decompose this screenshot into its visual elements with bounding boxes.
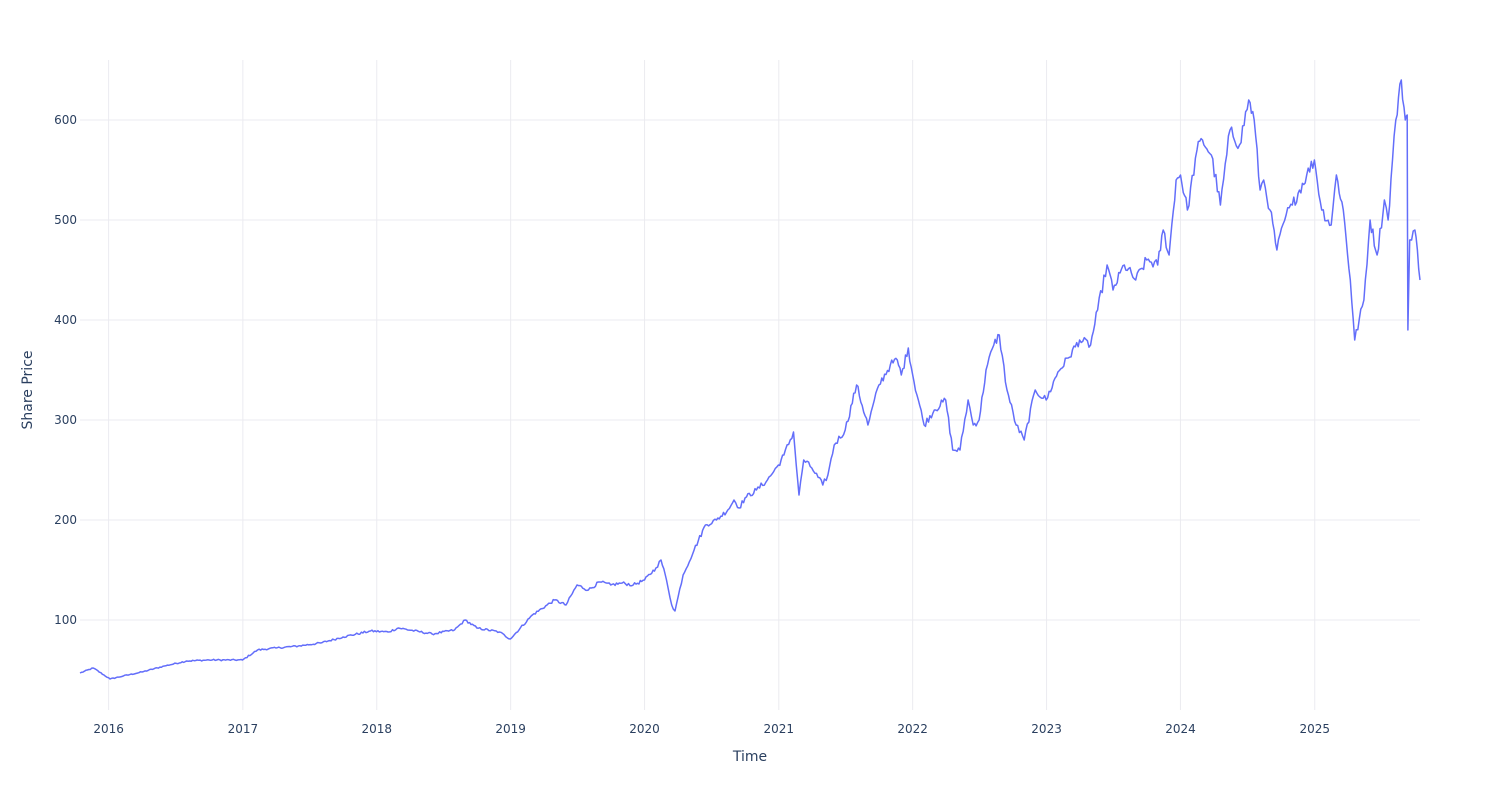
y-tick-200: 200 <box>54 513 77 527</box>
x-tick-2021: 2021 <box>764 722 795 736</box>
series-line[interactable] <box>79 79 1421 680</box>
x-tick-2019: 2019 <box>495 722 526 736</box>
x-tick-2016: 2016 <box>93 722 124 736</box>
x-gridlines <box>108 60 1316 710</box>
y-tick-labels: 100 200 300 400 500 600 <box>54 113 77 627</box>
y-tick-300: 300 <box>54 413 77 427</box>
x-tick-2022: 2022 <box>897 722 928 736</box>
x-axis-title: Time <box>732 749 767 765</box>
x-tick-2025: 2025 <box>1299 722 1330 736</box>
x-tick-2020: 2020 <box>629 722 660 736</box>
x-tick-2017: 2017 <box>228 722 259 736</box>
y-tick-600: 600 <box>54 113 77 127</box>
x-tick-2018: 2018 <box>361 722 392 736</box>
x-tick-2024: 2024 <box>1165 722 1196 736</box>
x-tick-2023: 2023 <box>1031 722 1062 736</box>
y-tick-500: 500 <box>54 213 77 227</box>
y-gridlines <box>80 119 1420 621</box>
y-tick-400: 400 <box>54 313 77 327</box>
plot-area[interactable] <box>79 79 1421 680</box>
y-axis-title: Share Price <box>20 350 36 429</box>
y-tick-100: 100 <box>54 613 77 627</box>
x-tick-labels: 2016 2017 2018 2019 2020 2021 2022 2023 2024 2025 <box>93 722 1330 736</box>
